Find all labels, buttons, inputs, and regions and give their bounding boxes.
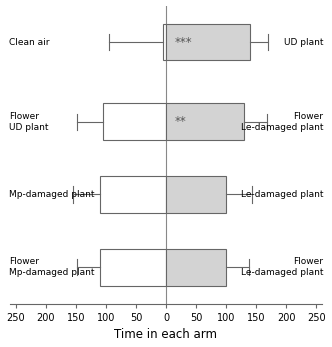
- Text: Flower
UD plant: Flower UD plant: [9, 111, 48, 132]
- Bar: [166, 176, 226, 213]
- Text: Clean air: Clean air: [9, 37, 49, 46]
- Text: Flower
Le-damaged plant: Flower Le-damaged plant: [241, 257, 323, 278]
- Bar: [100, 176, 166, 213]
- Text: Flower
Mp-damaged plant: Flower Mp-damaged plant: [9, 257, 94, 278]
- Text: ***: ***: [175, 35, 193, 49]
- Text: **: **: [175, 115, 187, 128]
- Bar: [166, 24, 250, 60]
- X-axis label: Time in each arm: Time in each arm: [115, 329, 217, 341]
- Bar: [166, 249, 226, 286]
- Bar: [103, 103, 166, 140]
- Bar: [100, 249, 166, 286]
- Text: Le-damaged plant: Le-damaged plant: [241, 190, 323, 199]
- Bar: [166, 103, 244, 140]
- Text: Flower
Le-damaged plant: Flower Le-damaged plant: [241, 111, 323, 132]
- Text: UD plant: UD plant: [284, 37, 323, 46]
- Bar: [163, 24, 166, 60]
- Text: Mp-damaged plant: Mp-damaged plant: [9, 190, 94, 199]
